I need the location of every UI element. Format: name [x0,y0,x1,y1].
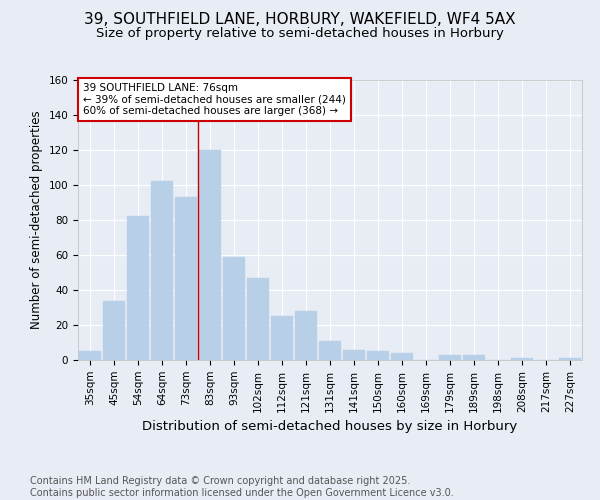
X-axis label: Distribution of semi-detached houses by size in Horbury: Distribution of semi-detached houses by … [142,420,518,433]
Bar [175,197,197,360]
Bar [79,351,101,360]
Y-axis label: Number of semi-detached properties: Number of semi-detached properties [30,110,43,330]
Bar [223,257,245,360]
Text: Size of property relative to semi-detached houses in Horbury: Size of property relative to semi-detach… [96,28,504,40]
Bar [391,353,413,360]
Bar [127,216,149,360]
Bar [367,351,389,360]
Bar [151,182,173,360]
Bar [199,150,221,360]
Bar [463,355,485,360]
Bar [439,355,461,360]
Bar [271,316,293,360]
Bar [103,300,125,360]
Bar [319,341,341,360]
Bar [343,350,365,360]
Text: 39, SOUTHFIELD LANE, HORBURY, WAKEFIELD, WF4 5AX: 39, SOUTHFIELD LANE, HORBURY, WAKEFIELD,… [84,12,516,28]
Text: 39 SOUTHFIELD LANE: 76sqm
← 39% of semi-detached houses are smaller (244)
60% of: 39 SOUTHFIELD LANE: 76sqm ← 39% of semi-… [83,83,346,116]
Bar [511,358,533,360]
Bar [247,278,269,360]
Bar [559,358,581,360]
Text: Contains HM Land Registry data © Crown copyright and database right 2025.
Contai: Contains HM Land Registry data © Crown c… [30,476,454,498]
Bar [295,311,317,360]
